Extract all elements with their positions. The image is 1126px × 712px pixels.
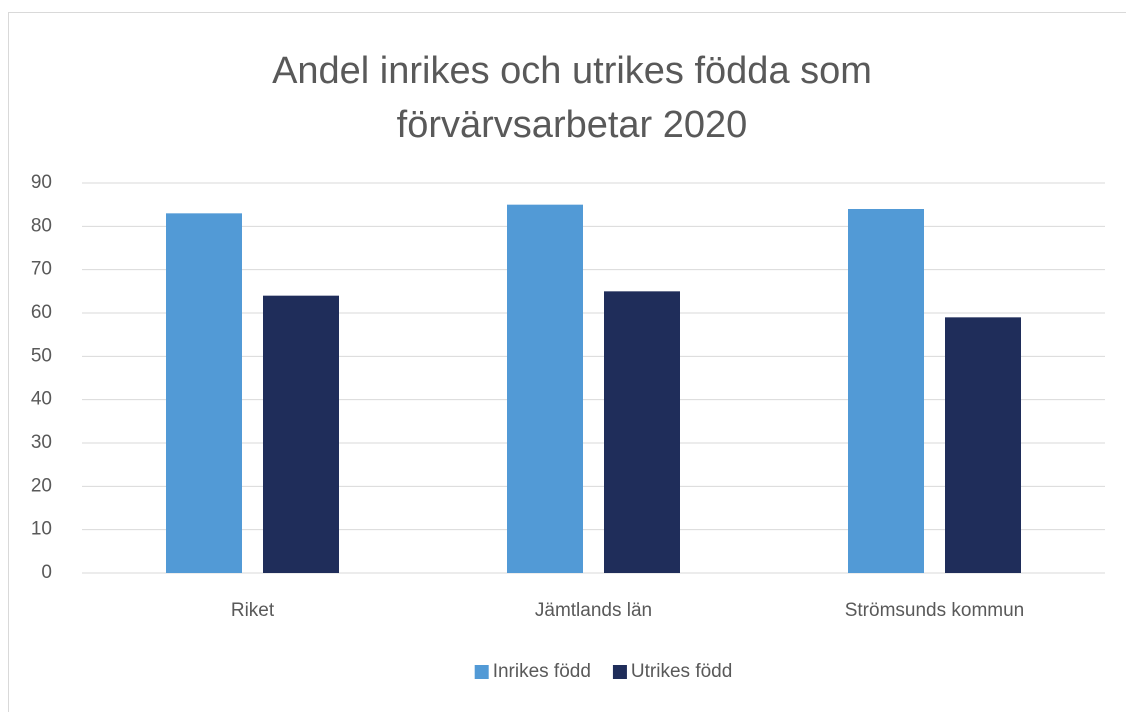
- x-tick-label: Jämtlands län: [535, 600, 652, 621]
- y-tick-label: 50: [31, 345, 52, 366]
- legend-swatch: [612, 665, 627, 679]
- bar: [507, 204, 583, 573]
- bar: [263, 295, 339, 573]
- chart-frame: [8, 12, 1126, 712]
- y-tick-label: 70: [31, 259, 52, 280]
- chart-title: Andel inrikes och utrikes födda som förv…: [272, 50, 872, 146]
- y-tick-label: 0: [41, 562, 52, 583]
- bar: [848, 209, 924, 573]
- bar: [166, 213, 242, 574]
- x-tick-label: Riket: [231, 600, 275, 621]
- y-tick-label: 90: [31, 172, 52, 193]
- legend-label: Utrikes född: [631, 661, 732, 682]
- bar: [604, 291, 680, 573]
- legend-swatch: [474, 665, 489, 679]
- legend-label: Inrikes född: [493, 661, 591, 682]
- y-tick-label: 80: [31, 215, 52, 236]
- y-tick-label: 40: [31, 389, 52, 410]
- x-tick-label: Strömsunds kommun: [845, 600, 1025, 621]
- y-tick-label: 60: [31, 302, 52, 323]
- y-tick-label: 30: [31, 432, 52, 453]
- y-tick-label: 20: [31, 475, 52, 496]
- y-tick-label: 10: [31, 519, 52, 540]
- bar: [945, 317, 1021, 573]
